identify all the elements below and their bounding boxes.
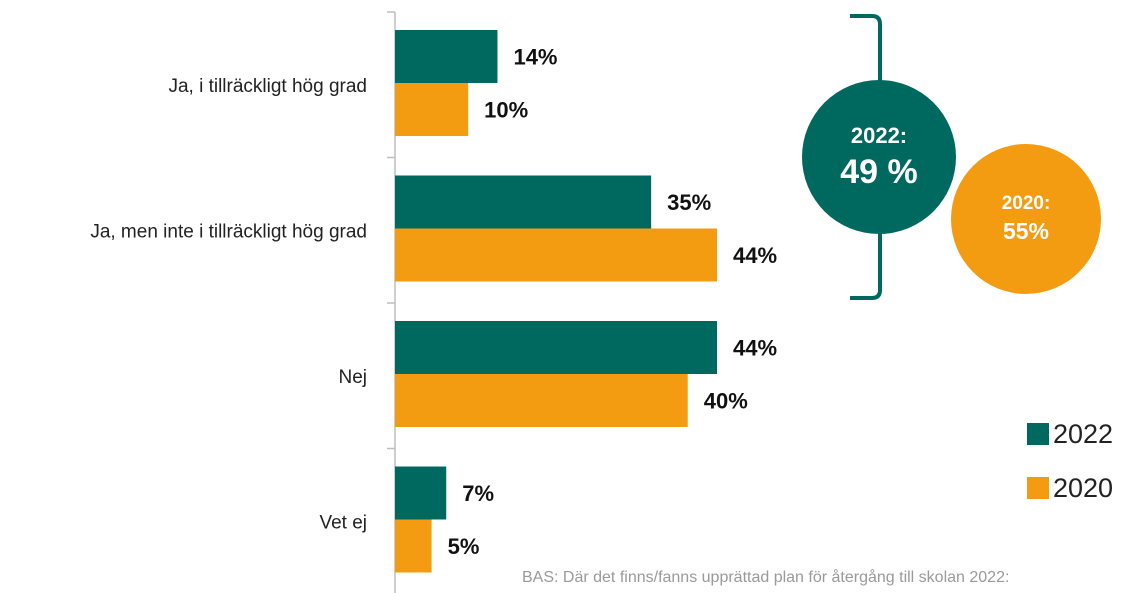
callout-circle-2022: 2022: 49 % [802, 80, 956, 234]
callout-2020-label: 2020: [1001, 193, 1051, 214]
category-label: Vet ej [319, 512, 367, 533]
legend-swatch-2020 [1027, 477, 1049, 499]
bar-2020 [395, 228, 717, 282]
legend-label-2020: 2020 [1053, 472, 1114, 503]
callout-2022-label: 2022: [850, 123, 908, 148]
legend: 2022 2020 [1027, 418, 1137, 526]
legend-label-2022: 2022 [1053, 418, 1114, 449]
bar-2020 [395, 83, 469, 136]
callout-2020-value: 55% [1002, 218, 1050, 244]
footnote: BAS: Där det finns/fanns upprättad plan … [522, 569, 1010, 586]
category-label: Nej [338, 367, 367, 388]
legend-swatch-2022 [1027, 423, 1049, 445]
value-label-2022: 7% [462, 481, 494, 506]
value-label-2020: 40% [704, 389, 748, 414]
value-label-2022: 44% [733, 336, 777, 361]
value-label-2022: 14% [513, 45, 557, 70]
callout-2022-value: 49 % [840, 153, 918, 191]
bar-2020 [395, 519, 432, 573]
bar-2022 [395, 175, 652, 229]
legend-item-2022: 2022 [1027, 418, 1137, 450]
bar-2022 [395, 466, 447, 520]
value-label-2020: 5% [448, 534, 480, 559]
bar-2022 [395, 321, 717, 374]
category-label: Ja, i tillräckligt hög grad [168, 76, 367, 97]
bar-chart: Ja, i tillräckligt hög grad 14% 10% Ja, men… [90, 11, 777, 593]
legend-item-2020: 2020 [1027, 472, 1137, 504]
bar-2022 [395, 30, 498, 83]
category-label: Ja, men inte i tillräckligt hög grad [90, 221, 367, 242]
value-label-2022: 35% [667, 190, 711, 215]
bar-2020 [395, 374, 688, 427]
value-label-2020: 44% [733, 243, 777, 268]
callout-circle-2020: 2020: 55% [951, 144, 1101, 294]
value-label-2020: 10% [484, 98, 528, 123]
